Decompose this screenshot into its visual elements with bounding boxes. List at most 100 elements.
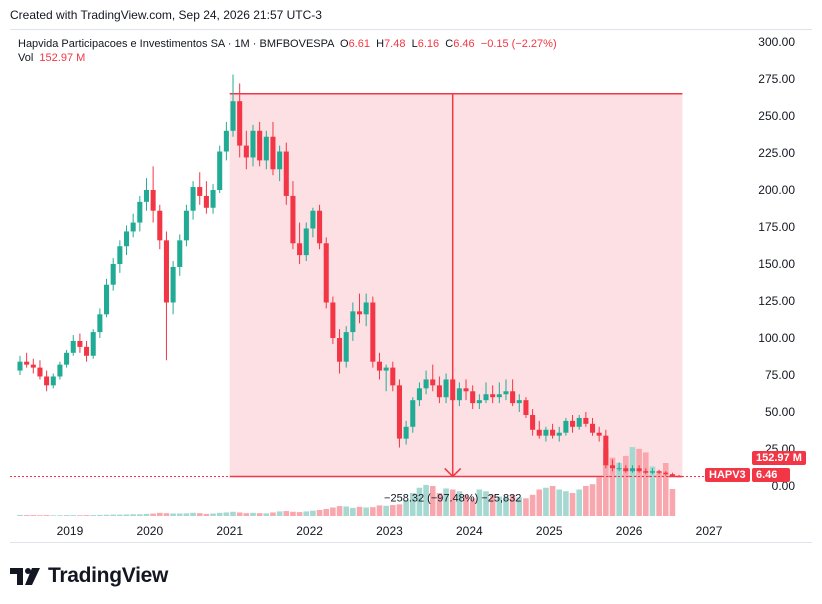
time-tick-label: 2021 <box>216 524 243 538</box>
volume-bar <box>17 514 23 516</box>
time-tick-label: 2025 <box>536 524 563 538</box>
candle <box>310 207 316 238</box>
volume-bar <box>130 514 136 516</box>
volume-bar <box>90 515 97 516</box>
candle <box>190 181 196 220</box>
candle <box>337 329 343 374</box>
candle <box>483 382 489 404</box>
candle <box>663 471 669 476</box>
time-tick-label: 2023 <box>376 524 403 538</box>
volume-bar <box>636 448 642 516</box>
candle <box>177 234 183 276</box>
candle <box>223 121 229 161</box>
volume-bar <box>403 500 409 516</box>
tradingview-logo-icon <box>10 568 40 585</box>
volume-bar <box>409 493 416 516</box>
candle <box>24 352 30 368</box>
volume-bar <box>203 513 210 516</box>
volume-bar <box>310 510 316 516</box>
volume-bar <box>489 494 496 516</box>
candle <box>163 231 169 361</box>
volume-bar <box>236 512 243 516</box>
candle <box>516 394 522 412</box>
volume-bar <box>469 498 476 516</box>
volume-bar <box>30 515 37 516</box>
volume-bar <box>436 493 443 516</box>
candle <box>656 469 662 475</box>
volume-bar <box>83 515 90 516</box>
volume-bar <box>549 485 556 516</box>
volume-bar <box>642 452 649 516</box>
candle <box>30 358 36 374</box>
price-tick-label: 300.00 <box>758 35 795 49</box>
volume-bar <box>496 496 503 516</box>
volume-bar <box>50 515 57 516</box>
volume-bar <box>516 497 523 516</box>
candle <box>203 181 209 214</box>
volume-bar <box>250 512 256 516</box>
volume-bar <box>156 512 163 516</box>
candle <box>470 385 476 410</box>
low-label: L <box>411 38 418 50</box>
volume-bar <box>429 485 436 516</box>
candle <box>64 349 70 368</box>
candle <box>217 145 223 193</box>
time-axis[interactable]: 2019 2020 2021 2022 2023 2024 2025 2026 2027 <box>57 524 723 538</box>
chart-panel[interactable] <box>10 29 812 543</box>
volume-bar <box>183 513 190 516</box>
candle <box>17 355 23 375</box>
volume-bar <box>43 515 50 516</box>
tradingview-logo[interactable]: TradingView <box>10 563 168 589</box>
volume-bar <box>662 463 669 516</box>
volume-bar <box>509 494 516 516</box>
volume-price-tag: 152.97 M <box>752 451 806 465</box>
candle <box>596 426 602 442</box>
price-chart[interactable]: 300.00 275.00 250.00 225.00 200.00 175.00 150.… <box>10 30 812 540</box>
high-value: 7.48 <box>384 38 406 50</box>
candle <box>270 121 276 176</box>
volume-bar <box>383 505 389 516</box>
candle <box>583 412 589 427</box>
volume-bar <box>316 509 323 516</box>
candle <box>636 465 642 473</box>
candle <box>570 414 576 433</box>
volume-bar <box>97 514 103 516</box>
price-tick-label: 125.00 <box>758 294 795 308</box>
candle <box>323 237 329 309</box>
price-tick-label: 225.00 <box>758 146 795 160</box>
volume-bars <box>17 447 676 516</box>
high-label: H <box>376 38 385 50</box>
candle <box>250 124 256 167</box>
candle <box>370 296 376 368</box>
candle <box>496 382 502 404</box>
candle <box>629 465 635 473</box>
measure-range-area[interactable] <box>229 93 683 477</box>
open-value: 6.61 <box>348 38 370 50</box>
candle <box>563 417 569 436</box>
candle <box>503 379 509 401</box>
time-tick-label: 2027 <box>696 524 723 538</box>
volume-bar <box>283 511 290 516</box>
volume-bar <box>589 484 596 516</box>
volume-bar <box>396 504 403 516</box>
candle <box>463 379 469 401</box>
volume-bar <box>117 514 123 516</box>
candle <box>77 333 83 353</box>
close-value: 6.46 <box>453 38 475 50</box>
price-tick-label: 0.00 <box>772 479 796 493</box>
volume-bar <box>190 512 196 516</box>
candle <box>170 261 176 315</box>
symbol-title: Hapvida Participacoes e Investimentos SA… <box>18 38 334 50</box>
price-axis[interactable]: 300.00 275.00 250.00 225.00 200.00 175.00 150.… <box>758 35 795 493</box>
candle <box>297 222 303 264</box>
volume-bar <box>616 463 622 516</box>
volume-bar <box>536 489 543 516</box>
volume-bar <box>503 496 509 516</box>
candle <box>90 329 96 359</box>
candle <box>97 308 103 338</box>
candle <box>44 370 50 392</box>
volume-bar <box>57 515 63 516</box>
candle <box>303 222 309 262</box>
volume-bar <box>150 513 156 516</box>
candle <box>130 213 136 238</box>
